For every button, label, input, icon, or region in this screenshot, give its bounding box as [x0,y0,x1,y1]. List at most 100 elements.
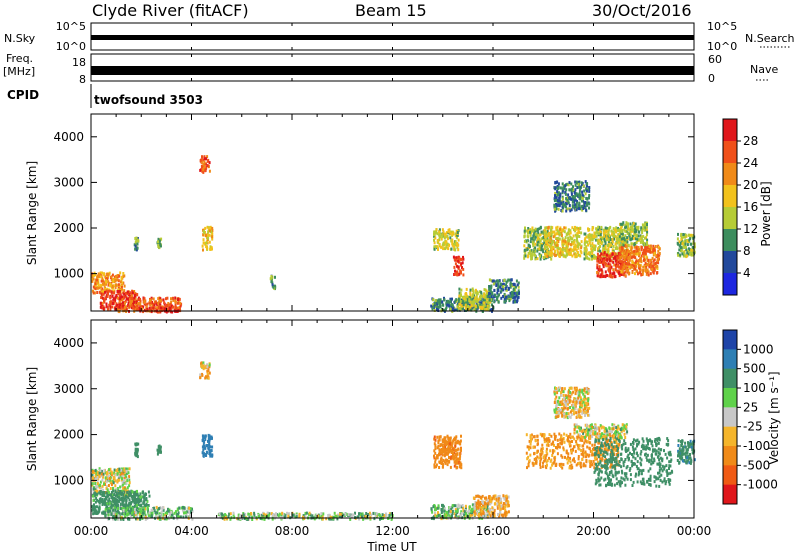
scatter-cell [433,303,436,307]
scatter-cell [526,248,529,252]
scatter-cell [373,517,376,521]
scatter-cell [635,226,638,229]
scatter-cell [437,439,440,443]
scatter-cell [93,511,96,515]
scatter-cell [549,236,552,240]
scatter-cell [442,510,445,513]
scatter-cell [658,252,661,255]
scatter-cell [514,300,516,304]
scatter-cell [536,247,539,251]
scatter-cell [381,513,384,517]
scatter-cell [442,463,445,467]
scatter-cell [539,239,542,243]
scatter-cell [681,236,684,240]
scatter-cell [563,186,566,190]
scatter-cell [164,305,167,309]
scatter-cell [115,505,118,509]
scatter-cell [609,259,611,263]
scatter-cell [599,249,602,253]
scatter-cell [220,512,223,516]
scatter-cell [554,249,557,253]
scatter-cell [437,300,440,304]
scatter-cell [456,461,458,465]
scatter-cell [130,297,133,301]
scatter-cell [103,300,106,304]
scatter-cell [567,236,570,240]
scatter-cell [96,471,99,475]
scatter-cell [568,239,571,243]
scatter-cell [546,229,549,233]
scatter-cell [284,514,287,518]
scatter-cell [122,306,125,310]
scatter-cell [560,234,563,237]
scatter-cell [142,310,145,314]
scatter-cell [569,197,572,201]
scatter-cell [189,507,192,510]
scatter-cell [176,507,179,511]
scatter-cell [144,303,147,307]
scatter-cell [567,183,570,187]
scatter-cell [99,301,102,305]
scatter-cell [686,243,689,247]
scatter-cell [206,155,209,159]
scatter-cell [635,235,638,238]
scatter-cell [433,241,436,245]
scatter-cell [604,226,607,230]
scatter-cell [606,274,608,277]
nsky-tick-bottom: 10^0 [56,40,86,53]
scatter-cell [464,298,467,302]
scatter-cell [136,517,139,521]
scatter-cell [121,512,124,516]
scatter-cell [204,438,207,441]
scatter-cell [262,512,265,516]
scatter-cell [160,237,163,241]
scatter-cell [92,504,95,508]
scatter-cell [123,476,126,480]
scatter-cell [574,228,577,232]
scatter-cell [120,468,123,472]
scatter-cell [223,517,226,521]
scatter-cell [110,483,113,487]
scatter-cell [459,307,462,311]
scatter-cell [117,283,120,287]
scatter-cell [576,236,578,240]
scatter-cell [202,158,205,162]
scatter-cell [91,289,94,293]
scatter-cell [112,302,114,305]
scatter-cell [491,303,493,307]
scatter-cell [109,300,112,304]
scatter-cell [611,240,614,244]
scatter-cell [123,289,126,293]
scatter-cell [602,263,605,267]
scatter-cell [446,234,449,238]
scatter-cell [620,226,623,230]
scatter-cell [656,267,659,270]
scatter-cell [518,291,520,295]
scatter-cell [638,271,641,275]
scatter-cell [487,296,489,300]
scatter-cell [456,233,459,237]
scatter-cell [575,248,578,252]
power-ylabel: Slant Range [km] [25,161,39,265]
scatter-cell [631,250,634,254]
scatter-cell [460,466,463,470]
scatter-cell [107,289,110,293]
scatter-cell [479,303,482,307]
scatter-cell [617,233,620,237]
scatter-cell [94,477,97,481]
scatter-cell [120,278,123,282]
scatter-cell [121,501,124,505]
scatter-cell [503,298,506,301]
scatter-cell [109,467,112,471]
scatter-cell [606,258,609,262]
scatter-cell [113,502,116,506]
scatter-cell [298,515,301,519]
scatter-cell [206,365,209,369]
scatter-cell [477,298,479,302]
scatter-cell [439,302,442,306]
scatter-cell [549,242,552,246]
scatter-cell [563,226,566,230]
scatter-cell [456,439,459,443]
scatter-cell [120,285,123,289]
scatter-cell [504,299,507,303]
